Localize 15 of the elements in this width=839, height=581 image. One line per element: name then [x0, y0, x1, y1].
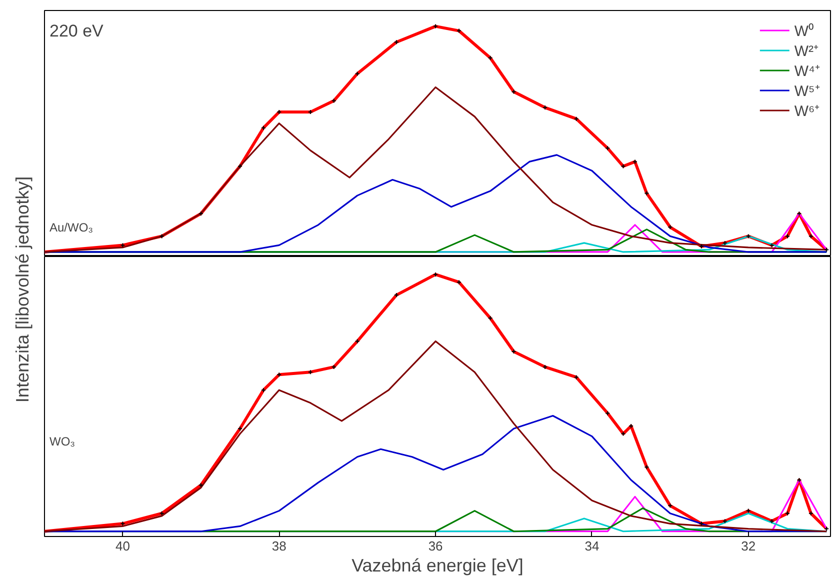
- annotation: Au/WO₃: [50, 220, 94, 234]
- x-tick-label: 40: [115, 538, 130, 554]
- annotation: 220 eV: [50, 22, 104, 40]
- legend-label: W⁰: [794, 22, 814, 40]
- x-tick-label: 32: [741, 538, 756, 554]
- legend-label: W²⁺: [794, 42, 819, 60]
- legend-label: W⁵⁺: [794, 82, 820, 100]
- x-tick-label: 38: [272, 538, 286, 554]
- x-tick-label: 36: [428, 538, 443, 554]
- y-axis-title: Intenzita [libovolné jednotky]: [12, 176, 32, 403]
- x-axis-title: Vazebná energie [eV]: [352, 556, 524, 576]
- legend-label: W⁶⁺: [794, 102, 820, 120]
- annotation: WO₃: [50, 434, 76, 448]
- x-tick-label: 34: [584, 538, 600, 554]
- legend-label: W⁴⁺: [794, 62, 820, 80]
